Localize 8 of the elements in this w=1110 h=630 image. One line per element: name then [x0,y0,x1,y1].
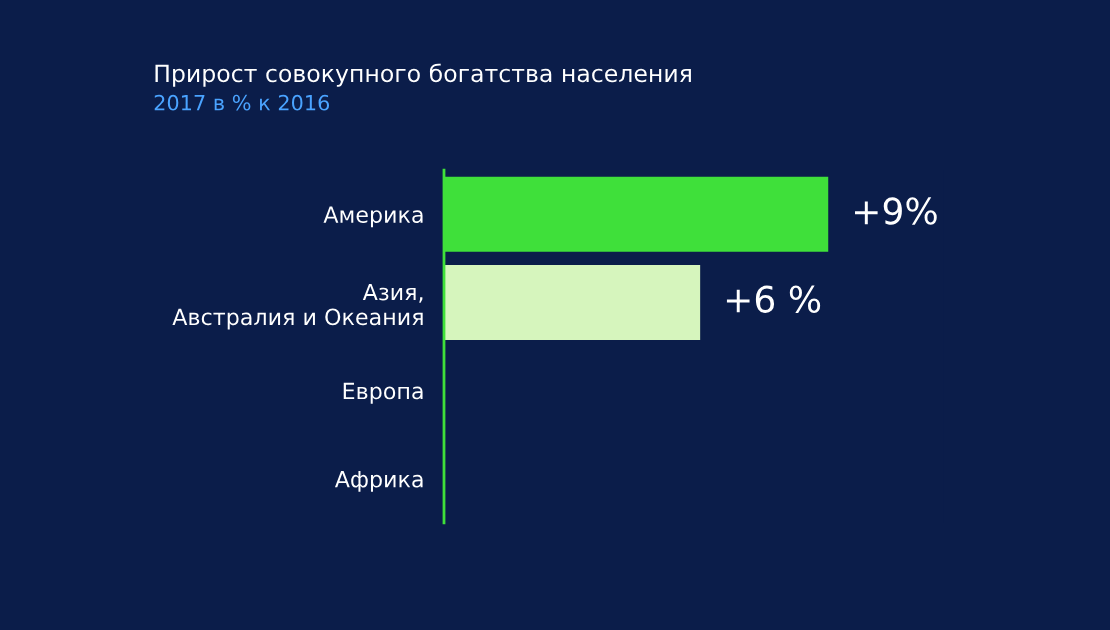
y-tick-label: Европа [343,382,423,404]
y-tick-label: Африка [334,471,423,492]
data-label: +6 % [726,285,821,313]
chart-title: Прирост совокупного богатства населения [155,63,691,87]
data-label: +9% [855,197,937,225]
y-tick-label: Америка [323,206,423,228]
y-tick-label: Азия, Австралия и Океания [172,283,423,330]
text: 2017 в % к 2016 [154,94,330,111]
